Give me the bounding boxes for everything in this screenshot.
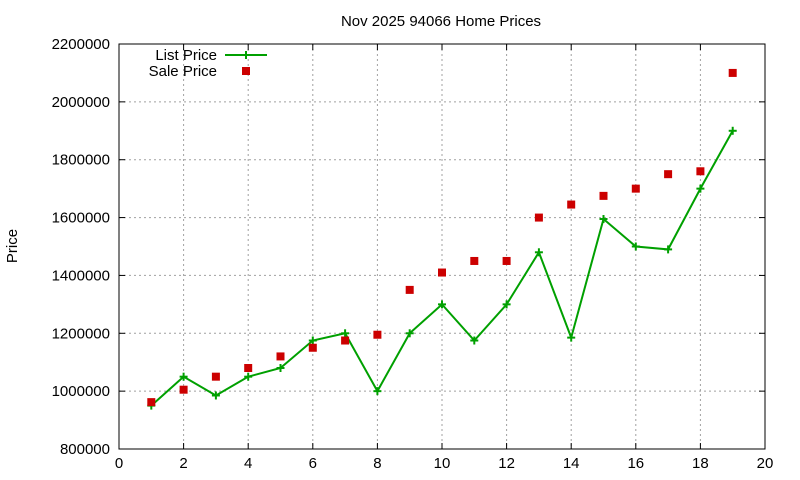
y-tick-label: 1600000: [52, 210, 110, 227]
x-tick-label: 2: [179, 455, 187, 472]
x-tick-label: 18: [692, 455, 709, 472]
y-tick-label: 1800000: [52, 152, 110, 169]
sale-price-point: [534, 213, 543, 222]
sale-price-point: [147, 398, 156, 407]
sale-price-point: [470, 256, 479, 265]
legend-square-marker: [242, 67, 250, 75]
x-tick-label: 0: [115, 455, 123, 472]
y-tick-label: 1000000: [52, 383, 110, 400]
list-price-point: [728, 126, 737, 135]
list-price-point: [438, 300, 446, 309]
x-tick-label: 4: [244, 455, 252, 472]
list-price-point: [502, 300, 511, 309]
ticks: 0 2 4 6 8 10 12 14 16 18 20 800000 1000000 1200000 140…: [52, 36, 774, 472]
sale-price-point: [405, 285, 414, 294]
sale-price-point: [179, 385, 188, 394]
list-price-point: [470, 336, 479, 345]
y-tick-label: 2200000: [52, 36, 110, 53]
sale-price-point: [664, 170, 673, 179]
series-1: [147, 68, 737, 407]
list-price-point: [341, 329, 350, 338]
series-0: [147, 126, 737, 410]
list-price-point: [405, 329, 414, 338]
list-price-point: [664, 245, 673, 254]
list-price-point: [373, 387, 382, 396]
list-price-point: [276, 364, 285, 372]
sale-price-point: [373, 330, 382, 339]
sale-price-point: [308, 343, 317, 352]
list-price-point: [599, 215, 608, 224]
legend-label-0: List Price: [155, 47, 217, 64]
sale-price-point: [276, 352, 285, 361]
list-price-point: [244, 372, 253, 381]
x-tick-label: 14: [563, 455, 580, 472]
chart-title: Nov 2025 94066 Home Prices: [341, 13, 541, 30]
sale-price-point: [341, 336, 350, 345]
list-price-point: [308, 336, 317, 345]
sale-price-point: [728, 68, 737, 77]
y-tick-label: 800000: [60, 441, 110, 458]
legend-label-1: Sale Price: [149, 63, 217, 80]
x-tick-label: 16: [627, 455, 644, 472]
sale-price-point: [211, 372, 220, 381]
sale-price-point: [438, 268, 446, 277]
series: [147, 68, 737, 410]
list-price-point: [211, 391, 220, 400]
list-price-point: [631, 242, 640, 251]
sale-price-point: [599, 191, 608, 200]
y-tick-label: 2000000: [52, 94, 110, 111]
list-price-point: [534, 248, 543, 257]
sale-price-point: [244, 364, 253, 372]
x-tick-label: 6: [309, 455, 317, 472]
y-axis-label: Price: [4, 229, 21, 263]
y-tick-label: 1200000: [52, 325, 110, 342]
sale-price-point: [631, 184, 640, 193]
x-tick-label: 20: [757, 455, 774, 472]
list-price-point: [696, 184, 705, 193]
x-tick-label: 12: [498, 455, 515, 472]
list-price-point: [179, 372, 188, 381]
x-tick-label: 10: [434, 455, 451, 472]
sale-price-point: [567, 200, 576, 209]
y-tick-label: 1400000: [52, 267, 110, 284]
x-tick-label: 8: [373, 455, 381, 472]
list-price-point: [567, 333, 576, 342]
sale-price-point: [696, 167, 705, 176]
sale-price-point: [502, 256, 511, 265]
legend-plus-marker: [242, 51, 250, 59]
